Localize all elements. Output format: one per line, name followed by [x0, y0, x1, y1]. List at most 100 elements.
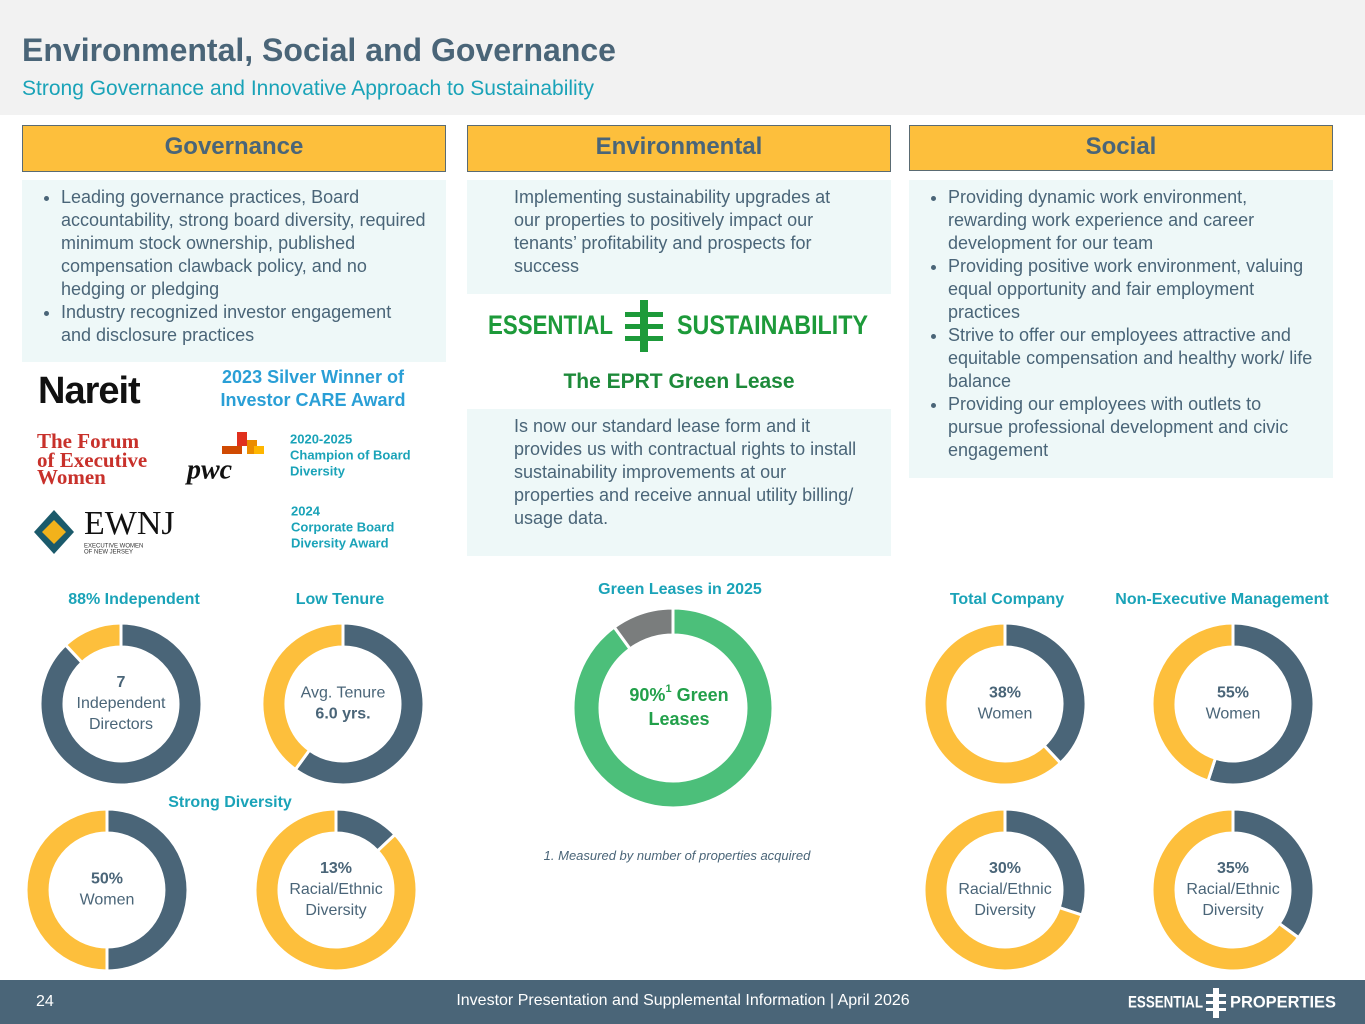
donut-label-text: 50%: [91, 871, 123, 888]
logo-bar: [625, 324, 663, 329]
donut-label: Racial/Ethnic: [958, 881, 1051, 898]
donut-label-text: Racial/Ethnic: [289, 881, 382, 898]
donut-label-text: 6.0 yrs.: [315, 706, 370, 723]
donut-label-text: Women: [1206, 706, 1261, 723]
donut-label: 30%: [989, 860, 1021, 877]
bullet: Leading governance practices, Board acco…: [61, 186, 426, 301]
donut-segment: [63, 621, 123, 665]
donut-segment: [922, 621, 1063, 787]
donut-label: Directors: [89, 716, 153, 733]
donut-label: Women: [80, 892, 135, 909]
donut-label: Independent: [77, 695, 167, 712]
social-body: Providing dynamic work environment, rewa…: [909, 180, 1333, 478]
chart-title: 88% Independent: [68, 591, 200, 608]
page-number: 24: [36, 993, 54, 1010]
chart-title: Green Leases in 2025: [598, 581, 762, 598]
bullet: Providing dynamic work environment, rewa…: [948, 186, 1313, 255]
logo-bar: [1206, 1008, 1226, 1011]
bullet: Providing positive work environment, val…: [948, 255, 1313, 324]
donut-label: Racial/Ethnic: [289, 881, 382, 898]
donut-label: 38%: [989, 685, 1021, 702]
logo-nareit: Nareit: [38, 370, 141, 412]
donut-label-text: Avg. Tenure: [301, 685, 386, 702]
logo-ewnj-sub: OF NEW JERSEY: [84, 550, 133, 556]
donut-label-text: 7: [117, 674, 126, 691]
logo-bar: [1206, 1001, 1226, 1004]
donut-label: Diversity: [305, 902, 366, 919]
chart-title: Strong Diversity: [168, 794, 292, 811]
pwc-block: [247, 440, 257, 454]
logo-ewnj-sub: EXECUTIVE WOMEN: [84, 544, 143, 550]
donut-label-text: 13%: [320, 860, 352, 877]
logo-ewnj: EWNJ: [84, 505, 175, 542]
logo-bar: [1206, 994, 1226, 997]
donut-segment: [24, 807, 109, 973]
donut-label: 13%: [320, 860, 352, 877]
award-text: Diversity Award: [291, 535, 389, 550]
footer-band: [0, 980, 1365, 1024]
donut-label-text: 30%: [989, 860, 1021, 877]
logo-bar: [625, 312, 663, 317]
donut-label: Leases: [648, 709, 709, 729]
lease-body: Is now our standard lease form and it pr…: [467, 409, 891, 556]
award-text: Champion of Board: [290, 447, 411, 462]
award-text: 2020-2025: [290, 431, 352, 446]
environmental-body: Implementing sustainability upgrades at …: [467, 180, 891, 294]
donut-label: Women: [978, 706, 1033, 723]
logo-text: ESSENTIAL: [488, 310, 613, 340]
footer-text: Investor Presentation and Supplemental I…: [456, 992, 909, 1009]
donut-segment: [571, 606, 775, 810]
title: Environmental, Social and Governance: [22, 32, 616, 68]
footer-logo: ESSENTIAL: [1128, 992, 1203, 1011]
donut-segment: [922, 807, 1084, 973]
bullet: Strive to offer our employees attractive…: [948, 324, 1313, 393]
donut-label-text: Leases: [648, 709, 709, 729]
donut-label-text: Women: [80, 892, 135, 909]
governance-body: Leading governance practices, Board acco…: [22, 180, 446, 362]
ewnj-icon: [42, 520, 66, 544]
donut-label-text: Diversity: [1202, 902, 1263, 919]
donut-label-text: Racial/Ethnic: [1186, 881, 1279, 898]
logo-pwc: pwc: [185, 454, 233, 485]
donut-segment: [1150, 621, 1235, 783]
award-text: 2023 Silver Winner of: [222, 367, 405, 387]
logo-forum: The Forum: [37, 429, 140, 453]
heading: Governance: [22, 125, 446, 172]
donut-label: 50%: [91, 871, 123, 888]
logo-forum: Women: [37, 465, 106, 489]
donut-label-text: Directors: [89, 716, 153, 733]
chart-title: Total Company: [950, 591, 1064, 608]
donut-label-text: 55%: [1217, 685, 1249, 702]
donut-label: Avg. Tenure: [301, 685, 386, 702]
donut-label-text: Racial/Ethnic: [958, 881, 1051, 898]
donut-label-text: 90%: [629, 685, 665, 705]
donut-label: Women: [1206, 706, 1261, 723]
donut-label-text: Diversity: [305, 902, 366, 919]
donut-label-text: Green: [677, 685, 729, 705]
lease-title: The EPRT Green Lease: [563, 370, 795, 393]
donut-label: 90%1 Green: [629, 683, 728, 705]
award-text: 2024: [291, 503, 321, 518]
award-text: Corporate Board: [291, 519, 394, 534]
logo-forum: of Executive: [37, 448, 147, 472]
footer-logo: PROPERTIES: [1230, 992, 1336, 1011]
subtitle: Strong Governance and Innovative Approac…: [22, 77, 595, 100]
donut-label-text: Independent: [77, 695, 167, 712]
chart-title: Non-Executive Management: [1115, 591, 1329, 608]
donut-label: 6.0 yrs.: [315, 706, 370, 723]
footnote-mark: 1: [665, 683, 671, 695]
donut-label-text: 38%: [989, 685, 1021, 702]
donut-label-text: Diversity: [974, 902, 1035, 919]
award-text: Diversity: [290, 463, 346, 478]
donut-segment: [260, 621, 345, 772]
donut-label: 7: [117, 674, 126, 691]
bullet: Industry recognized investor engagement …: [61, 301, 426, 347]
donut-label-text: 35%: [1217, 860, 1249, 877]
chart-title: Low Tenure: [296, 591, 385, 608]
footnote: 1. Measured by number of properties acqu…: [543, 848, 811, 863]
pwc-block: [222, 446, 242, 454]
donut-label: Racial/Ethnic: [1186, 881, 1279, 898]
pwc-block: [254, 446, 264, 454]
